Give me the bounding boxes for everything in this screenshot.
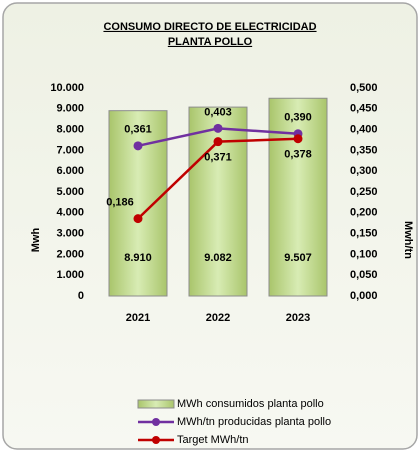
data-label: 9.082 xyxy=(204,252,232,264)
y2-tick-label: 0,250 xyxy=(350,186,378,198)
x-tick-label: 2021 xyxy=(126,312,150,324)
data-label: 9.507 xyxy=(284,252,312,264)
chart-title: PLANTA POLLO xyxy=(168,36,253,48)
data-label: 0,361 xyxy=(124,124,152,136)
marker xyxy=(213,137,223,147)
y2-tick-label: 0,100 xyxy=(350,248,378,260)
legend-label: Target MWh/tn xyxy=(177,434,249,446)
data-label: 0,186 xyxy=(106,197,134,209)
y-tick-label: 10.000 xyxy=(50,82,84,94)
y-axis-label: Mwh xyxy=(30,228,42,253)
y-tick-label: 5.000 xyxy=(56,186,84,198)
y-tick-label: 0 xyxy=(78,290,84,302)
marker xyxy=(133,214,143,224)
legend-label: MWh consumidos planta pollo xyxy=(177,398,324,410)
y2-tick-label: 0,050 xyxy=(350,269,378,281)
bar xyxy=(188,106,248,297)
data-label: 0,403 xyxy=(204,106,232,118)
y2-axis-label: Mwh/tn xyxy=(402,221,414,259)
y-tick-label: 6.000 xyxy=(56,165,84,177)
y-tick-label: 1.000 xyxy=(56,269,84,281)
y2-tick-label: 0,000 xyxy=(350,290,378,302)
y-tick-label: 7.000 xyxy=(56,144,84,156)
x-tick-label: 2022 xyxy=(206,312,230,324)
data-label: 0,390 xyxy=(284,112,312,124)
legend-swatch xyxy=(152,436,160,444)
y-tick-label: 8.000 xyxy=(56,124,84,136)
y2-tick-label: 0,200 xyxy=(350,207,378,219)
marker xyxy=(133,141,143,151)
marker xyxy=(213,123,223,133)
x-tick-label: 2023 xyxy=(286,312,310,324)
y-tick-label: 4.000 xyxy=(56,207,84,219)
y2-tick-label: 0,500 xyxy=(350,82,378,94)
data-label: 8.910 xyxy=(124,252,152,264)
y-tick-label: 2.000 xyxy=(56,248,84,260)
y-tick-label: 3.000 xyxy=(56,228,84,240)
y2-tick-label: 0,400 xyxy=(350,124,378,136)
data-label: 0,378 xyxy=(284,149,312,161)
y2-tick-label: 0,300 xyxy=(350,165,378,177)
y2-tick-label: 0,450 xyxy=(350,103,378,115)
legend-swatch xyxy=(152,418,160,426)
legend-swatch xyxy=(137,399,175,409)
chart-title: CONSUMO DIRECTO DE ELECTRICIDAD xyxy=(103,21,316,33)
legend-label: MWh/tn producidas planta pollo xyxy=(177,416,331,428)
bar xyxy=(268,97,328,297)
y2-tick-label: 0,350 xyxy=(350,144,378,156)
y-tick-label: 9.000 xyxy=(56,103,84,115)
y2-tick-label: 0,150 xyxy=(350,228,378,240)
marker xyxy=(293,134,303,144)
data-label: 0,371 xyxy=(204,152,232,164)
